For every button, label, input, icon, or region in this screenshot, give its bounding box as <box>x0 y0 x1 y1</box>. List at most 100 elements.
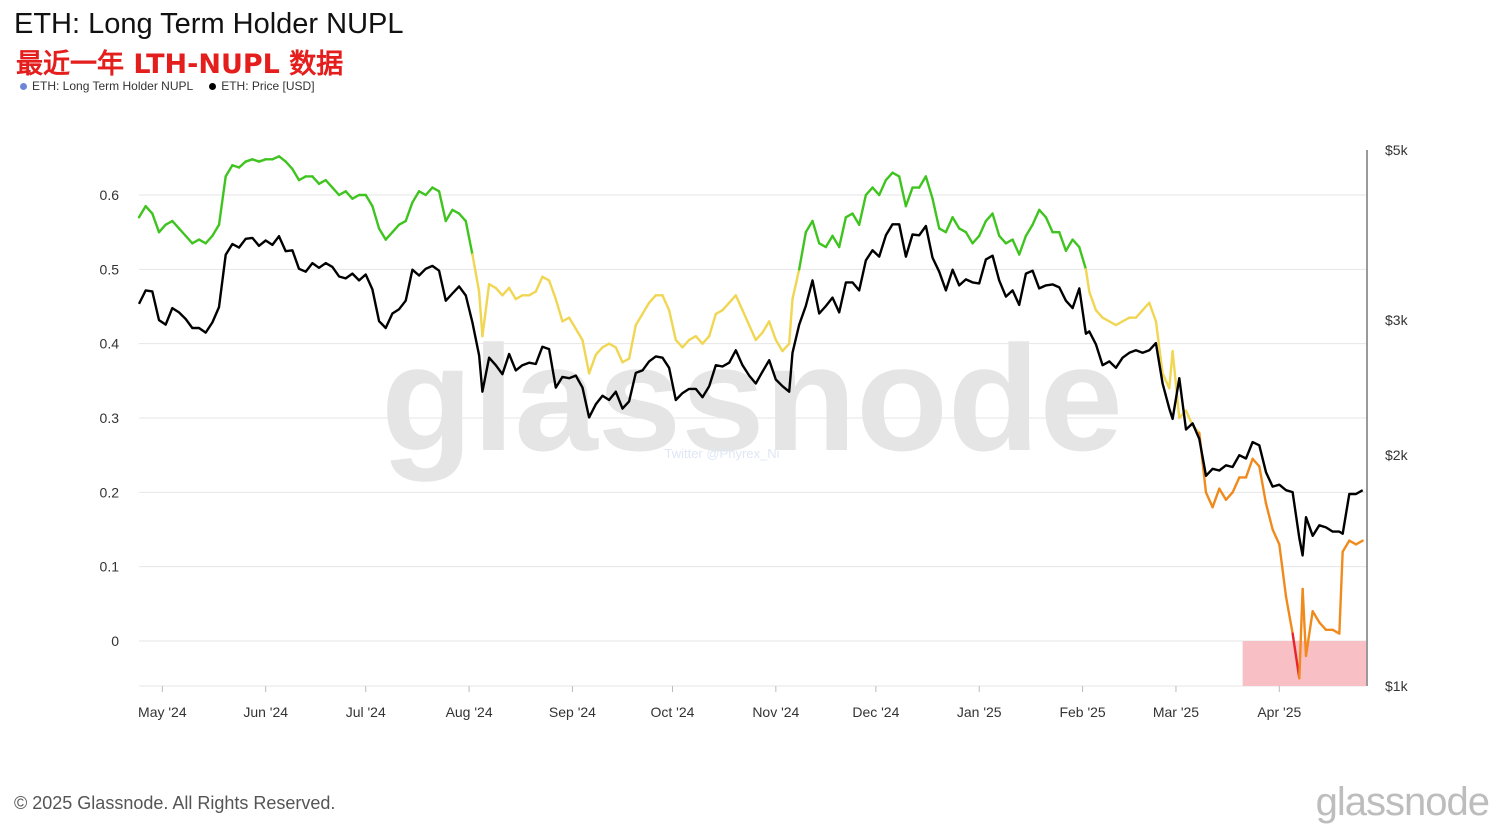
nupl-segment-3 <box>157 223 167 234</box>
nupl-segment-44 <box>431 186 441 193</box>
nupl-segment-51 <box>477 290 484 338</box>
nupl-segment-143 <box>1084 268 1091 293</box>
nupl-segment-91 <box>741 309 751 327</box>
x-tick-label-9: Feb '25 <box>1059 704 1105 720</box>
nupl-segment-121 <box>938 227 948 234</box>
x-tick-label-2: Jul '24 <box>346 704 386 720</box>
nupl-segment-57 <box>514 294 524 301</box>
nupl-segment-103 <box>817 242 828 249</box>
nupl-segment-43 <box>424 186 434 197</box>
chart-svg[interactable]: glassnode Twitter @Phyrex_Ni 0.60.50.40.… <box>0 0 1499 780</box>
nupl-segment-179 <box>1311 610 1321 624</box>
copyright-footer: © 2025 Glassnode. All Rights Reserved. <box>14 793 336 813</box>
nupl-segment-67 <box>581 338 591 375</box>
nupl-segment-65 <box>567 316 577 330</box>
legend-item-price[interactable]: ETH: Price [USD] <box>209 79 315 93</box>
y-tick-label-0: 0.6 <box>100 187 120 203</box>
nupl-segment-40 <box>404 201 414 223</box>
nupl-segment-90 <box>734 294 744 312</box>
y-right-tick-label-0: $5k <box>1385 142 1409 158</box>
nupl-segment-92 <box>747 323 758 342</box>
nupl-segment-70 <box>601 342 611 349</box>
nupl-segment-111 <box>871 186 881 197</box>
nupl-segment-52 <box>481 283 491 338</box>
nupl-segment-11 <box>211 223 221 238</box>
nupl-segment-5 <box>171 219 181 230</box>
nupl-segment-146 <box>1101 316 1111 323</box>
nupl-segment-6 <box>177 227 187 238</box>
nupl-segment-148 <box>1114 320 1124 327</box>
nupl-segment-56 <box>507 286 517 301</box>
nupl-segment-174 <box>1284 595 1294 635</box>
nupl-segment-28 <box>324 178 334 189</box>
nupl-segment-104 <box>824 234 834 249</box>
nupl-segment-112 <box>878 178 888 197</box>
nupl-segment-88 <box>721 301 731 312</box>
glassnode-logo: glassnode <box>1315 780 1490 824</box>
nupl-segment-35 <box>371 204 381 230</box>
nupl-segment-170 <box>1258 465 1268 505</box>
nupl-segment-166 <box>1231 476 1241 494</box>
nupl-segment-2 <box>151 212 161 234</box>
nupl-segment-20 <box>271 155 281 161</box>
nupl-segment-177 <box>1301 587 1308 658</box>
y-tick-label-5: 0.1 <box>100 559 120 575</box>
nupl-segment-15 <box>237 160 247 169</box>
nupl-segment-48 <box>457 212 467 223</box>
nupl-segment-106 <box>837 216 848 249</box>
nupl-segment-71 <box>607 342 617 349</box>
nupl-segment-83 <box>687 335 698 342</box>
nupl-segment-94 <box>761 320 771 334</box>
x-tick-label-11: Apr '25 <box>1257 704 1301 720</box>
nupl-segment-141 <box>1071 238 1081 249</box>
nupl-segment-109 <box>857 193 868 226</box>
nupl-segment-122 <box>944 216 954 234</box>
nupl-segment-134 <box>1024 223 1034 238</box>
nupl-segment-98 <box>787 297 794 345</box>
nupl-segment-75 <box>634 312 644 327</box>
nupl-segment-101 <box>804 219 814 234</box>
nupl-segment-81 <box>674 338 684 349</box>
nupl-segment-39 <box>397 219 407 226</box>
nupl-segment-74 <box>627 323 638 360</box>
nupl-segment-113 <box>884 171 894 182</box>
negative-nupl-zone <box>1242 641 1366 686</box>
nupl-segment-145 <box>1094 309 1104 319</box>
y-right-tick-label-2: $2k <box>1385 447 1409 463</box>
nupl-segment-34 <box>364 193 374 208</box>
nupl-segment-0 <box>137 204 147 219</box>
nupl-segment-124 <box>958 227 968 234</box>
x-tick-label-0: May '24 <box>138 704 187 720</box>
nupl-segment-82 <box>681 338 691 349</box>
nupl-segment-99 <box>791 268 801 301</box>
nupl-segment-49 <box>464 219 474 256</box>
nupl-segment-22 <box>284 160 294 171</box>
x-tick-label-3: Aug '24 <box>446 704 493 720</box>
nupl-segment-62 <box>547 279 557 301</box>
nupl-segment-36 <box>377 227 387 241</box>
nupl-segment-63 <box>554 297 564 323</box>
nupl-segment-162 <box>1204 491 1214 509</box>
nupl-segment-96 <box>774 338 784 353</box>
y-axis-right-labels: $5k $3k $2k $1k <box>1385 142 1409 694</box>
nupl-segment-7 <box>184 234 194 245</box>
nupl-segment-47 <box>451 208 461 215</box>
nupl-segment-87 <box>714 309 724 316</box>
nupl-segment-184 <box>1341 539 1351 553</box>
nupl-segment-163 <box>1211 487 1221 509</box>
nupl-segment-131 <box>1004 238 1014 245</box>
nupl-segment-135 <box>1031 208 1041 226</box>
nupl-segment-116 <box>904 186 914 208</box>
nupl-segment-125 <box>964 230 974 245</box>
nupl-segment-41 <box>411 190 421 204</box>
legend-item-nupl[interactable]: ETH: Long Term Holder NUPL <box>20 79 193 93</box>
nupl-segment-50 <box>471 253 481 293</box>
nupl-segment-132 <box>1011 238 1021 256</box>
nupl-segment-13 <box>224 164 234 178</box>
nupl-segment-172 <box>1271 528 1281 546</box>
nupl-segment-110 <box>864 186 874 197</box>
y-tick-label-6: 0 <box>111 633 119 649</box>
y-tick-label-3: 0.3 <box>100 410 120 426</box>
nupl-segment-183 <box>1338 550 1344 635</box>
nupl-segment-68 <box>587 353 597 375</box>
